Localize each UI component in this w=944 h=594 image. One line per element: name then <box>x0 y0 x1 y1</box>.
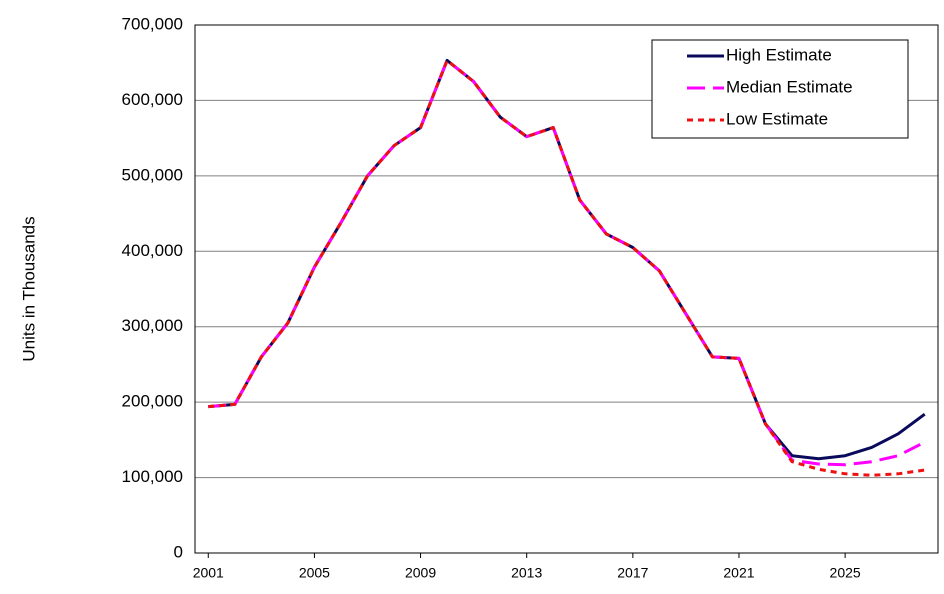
x-tick-label: 2005 <box>299 565 330 581</box>
y-tick-label: 700,000 <box>122 14 183 33</box>
x-tick-label: 2017 <box>617 565 648 581</box>
x-tick-label: 2013 <box>511 565 542 581</box>
y-tick-label: 100,000 <box>122 467 183 486</box>
y-tick-label: 300,000 <box>122 316 183 335</box>
x-tick-label: 2021 <box>723 565 754 581</box>
series-line <box>208 58 925 477</box>
x-tick-label: 2025 <box>830 565 861 581</box>
y-tick-label: 600,000 <box>122 90 183 109</box>
legend-label: High Estimate <box>726 45 832 64</box>
y-tick-label: 500,000 <box>122 165 183 184</box>
y-tick-label: 200,000 <box>122 392 183 411</box>
x-tick-label: 2009 <box>405 565 436 581</box>
legend-label: Low Estimate <box>726 109 828 128</box>
y-tick-label: 0 <box>174 542 183 561</box>
legend-label: Median Estimate <box>726 77 853 96</box>
y-tick-label: 400,000 <box>122 241 183 260</box>
plot-frame <box>194 24 939 554</box>
y-axis-title: Units in Thousands <box>19 216 38 361</box>
x-tick-label: 2001 <box>193 565 224 581</box>
legend: High Estimate Median Estimate Low Estimate <box>651 39 909 139</box>
